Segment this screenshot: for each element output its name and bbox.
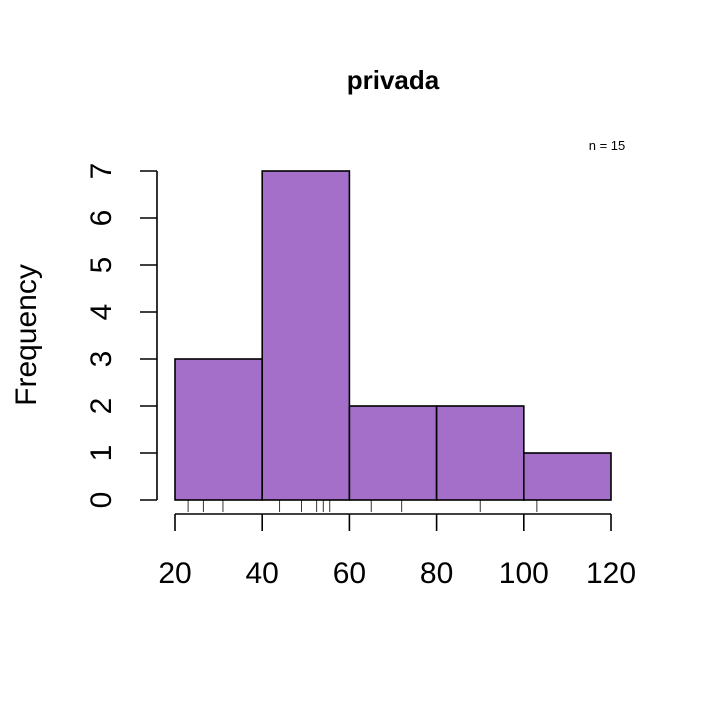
bars-group — [174, 170, 612, 501]
chart-title: privada — [347, 65, 440, 95]
y-axis-label: Frequency — [10, 264, 43, 406]
bar-40-60 — [261, 170, 351, 501]
y-tick-label: 4 — [85, 304, 118, 321]
x-tick-label: 100 — [499, 557, 549, 590]
bar-20-40 — [174, 358, 263, 501]
y-tick-label: 5 — [85, 257, 118, 274]
x-tick-label: 20 — [158, 557, 191, 590]
x-tick-label: 60 — [333, 557, 366, 590]
rug-group — [187, 500, 538, 512]
y-tick-label: 6 — [85, 210, 118, 227]
y-tick-label: 2 — [85, 398, 118, 415]
x-tick-label: 120 — [586, 557, 636, 590]
x-tick-label: 80 — [420, 557, 453, 590]
bar-100-120 — [522, 452, 612, 501]
y-tick-label: 1 — [85, 445, 118, 462]
y-tick-label: 7 — [85, 163, 118, 180]
sample-size-note: n = 15 — [589, 138, 626, 153]
x-axis: 20 40 60 80 100 120 — [158, 513, 636, 590]
y-tick-label: 0 — [85, 492, 118, 509]
x-tick-label: 40 — [246, 557, 279, 590]
bar-80-100 — [435, 405, 525, 501]
bar-60-80 — [348, 405, 438, 501]
y-axis: 0 1 2 3 4 5 6 7 — [85, 163, 158, 509]
y-tick-label: 3 — [85, 351, 118, 368]
